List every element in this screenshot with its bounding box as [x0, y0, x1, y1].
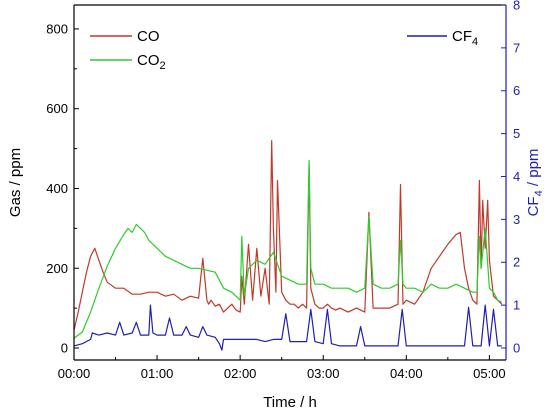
series-layer — [73, 140, 503, 351]
y-right-tick-label: 5 — [513, 126, 520, 141]
y-right-tick-label: 7 — [513, 40, 520, 55]
labels-layer: 00:00 01:00 02:00 03:00 04:00 05:00 0 200 400 600… — [7, 0, 545, 411]
y-right-title-main: CF — [525, 196, 542, 216]
y-right-tick-label: 6 — [513, 83, 520, 98]
y-left-tick-label: 400 — [46, 181, 68, 196]
x-tick-label: 04:00 — [390, 366, 423, 381]
series-line-co — [73, 140, 503, 331]
y-right-tick-label: 0 — [513, 340, 520, 355]
x-tick-label: 02:00 — [224, 366, 257, 381]
x-tick-label: 01:00 — [141, 366, 174, 381]
y-right-tick-label: 3 — [513, 212, 520, 227]
y-left-tick-label: 0 — [61, 341, 68, 356]
legend-label-co2: CO2 — [137, 52, 166, 72]
x-axis-title: Time / h — [263, 394, 317, 411]
y-right-axis-title: CF4 / ppm — [525, 149, 545, 217]
y-right-title-sub: 4 — [533, 190, 545, 196]
legend-label-co: CO — [137, 28, 160, 45]
y-left-axis-title: Gas / ppm — [7, 148, 24, 217]
y-left-tick-label: 600 — [46, 101, 68, 116]
y-right-tick-label: 8 — [513, 0, 520, 13]
series-line-cf4 — [73, 304, 502, 351]
legend: CO CO2 CF4 — [90, 28, 478, 72]
series-line-co2 — [73, 160, 503, 339]
y-right-tick-label: 1 — [513, 298, 520, 313]
y-right-title-unit: / ppm — [525, 149, 542, 191]
y-right-tick-label: 2 — [513, 255, 520, 270]
plot-background — [74, 5, 506, 360]
axes-layer — [73, 4, 507, 361]
y-right-tick-label: 4 — [513, 169, 520, 184]
x-tick-label: 03:00 — [307, 366, 340, 381]
y-left-tick-label: 200 — [46, 261, 68, 276]
x-tick-label: 05:00 — [473, 366, 506, 381]
legend-label-cf4: CF4 — [452, 28, 478, 48]
x-tick-label: 00:00 — [58, 366, 91, 381]
y-left-tick-label: 800 — [46, 21, 68, 36]
